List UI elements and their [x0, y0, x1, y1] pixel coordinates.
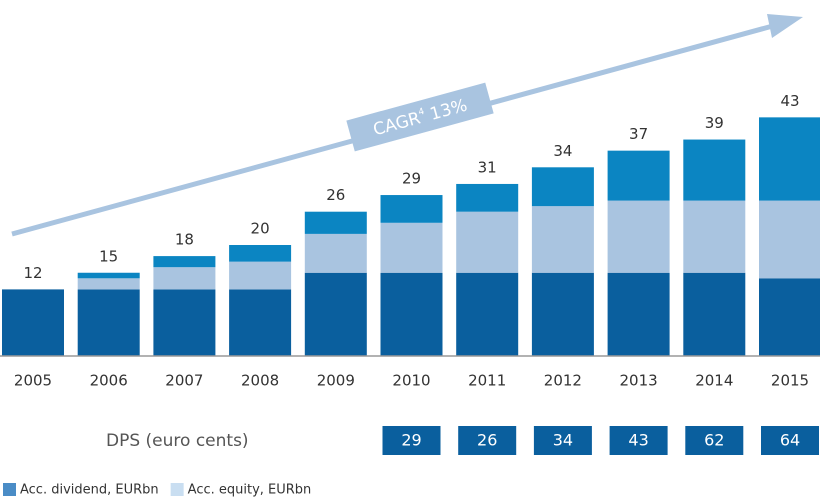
bar-segment: [229, 245, 292, 262]
legend-label: Acc. equity, EURbn: [188, 483, 312, 498]
bar-segment: [531, 167, 594, 207]
bar-segment: [304, 272, 367, 356]
total-label: 15: [99, 247, 118, 265]
total-label: 26: [326, 186, 345, 204]
bar-segment: [380, 195, 443, 223]
total-label: 12: [23, 264, 42, 282]
total-label: 20: [251, 220, 270, 238]
legend-swatch: [3, 483, 16, 496]
x-tick-label: 2013: [620, 372, 658, 390]
dps-label: DPS (euro cents): [106, 431, 249, 451]
x-tick-label: 2008: [241, 372, 279, 390]
total-label: 29: [402, 170, 421, 188]
legend-label: Acc. dividend, EURbn: [20, 483, 159, 498]
total-label: 34: [553, 142, 572, 160]
x-tick-label: 2006: [90, 372, 128, 390]
total-label: 31: [478, 158, 497, 176]
bar-segment: [380, 272, 443, 356]
x-tick-label: 2007: [165, 372, 203, 390]
bar-segment: [531, 272, 594, 356]
legend-swatch: [170, 483, 184, 496]
dps-box: [685, 426, 744, 455]
bar-segment: [456, 272, 519, 356]
bar-segment: [456, 183, 519, 212]
bar-segment: [607, 272, 670, 356]
bar-segment: [229, 289, 292, 356]
bar-segment: [607, 150, 670, 201]
x-tick-label: 2015: [771, 372, 809, 390]
x-tick-label: 2011: [468, 372, 506, 390]
bar-segment: [759, 200, 820, 279]
x-tick-label: 2010: [392, 372, 430, 390]
bar-segment: [607, 200, 670, 273]
dps-box: [609, 426, 668, 455]
cagr-banner: CAGR4 13%: [346, 82, 494, 152]
total-label: 37: [629, 125, 648, 143]
dps-value: 26: [477, 431, 497, 450]
bar-segment: [153, 289, 216, 356]
dps-value: 43: [628, 431, 648, 450]
banner-box: [346, 82, 494, 152]
bar-segment: [77, 289, 140, 356]
bar-segment: [759, 278, 820, 356]
bar-segment: [380, 222, 443, 273]
x-tick-label: 2005: [14, 372, 52, 390]
x-tick-label: 2012: [544, 372, 582, 390]
bar-segment: [683, 139, 746, 201]
dps-value: 34: [553, 431, 573, 450]
dps-value: 62: [704, 431, 724, 450]
total-label: 18: [175, 231, 194, 249]
bar-segment: [683, 200, 746, 273]
total-label: 39: [705, 114, 724, 132]
dps-value: 64: [780, 431, 800, 450]
total-label: 43: [780, 92, 799, 110]
bar-segment: [759, 117, 820, 201]
dps-value: 29: [401, 431, 421, 450]
banner-superscript: 4: [417, 106, 425, 117]
x-tick-label: 2009: [317, 372, 355, 390]
bar-segment: [531, 206, 594, 273]
bar-segment: [153, 267, 216, 290]
bar-segment: [304, 211, 367, 234]
dps-box: [761, 426, 819, 455]
bar-segment: [683, 272, 746, 356]
bar-segment: [77, 272, 140, 279]
bar-segment: [229, 261, 292, 290]
bar-segment: [153, 256, 216, 268]
bar-segment: [304, 233, 367, 273]
dps-box: [533, 426, 592, 455]
bar-segment: [2, 289, 64, 356]
bar-segment: [77, 278, 140, 290]
bar-segment: [456, 211, 519, 273]
arrow-head: [767, 14, 803, 38]
x-tick-label: 2014: [695, 372, 733, 390]
dps-box: [382, 426, 441, 455]
dps-box: [458, 426, 517, 455]
